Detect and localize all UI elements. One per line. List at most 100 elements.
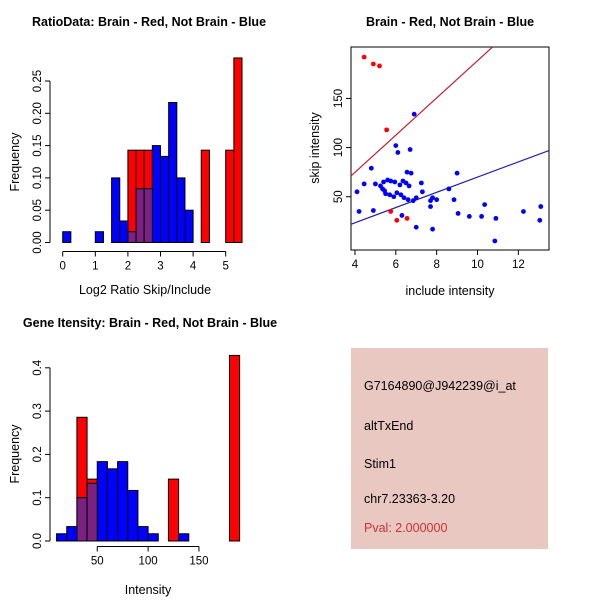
scatter-point-blue bbox=[430, 195, 435, 201]
x-axis-tick-label: 4 bbox=[352, 259, 359, 271]
scatter-point-blue bbox=[399, 213, 405, 218]
y-axis-tick-label: 0.00 bbox=[32, 231, 44, 253]
scatter-point-blue bbox=[428, 204, 433, 209]
plot-frame bbox=[350, 46, 550, 251]
x-axis-tick-label: 2 bbox=[125, 261, 131, 273]
scatter-point-blue bbox=[521, 209, 526, 214]
scatter-point-blue bbox=[391, 194, 397, 200]
hist-bar-red bbox=[228, 354, 241, 542]
hist-bar-blue bbox=[137, 526, 149, 542]
pval-text: Pval: 2.000000 bbox=[364, 521, 448, 535]
scatter-point-blue bbox=[407, 147, 413, 152]
scatter-point-blue bbox=[408, 170, 414, 176]
y-axis-tick-label: 0.05 bbox=[32, 199, 44, 221]
scatter-point-blue bbox=[455, 211, 461, 216]
scatter-point-blue bbox=[394, 190, 400, 196]
hist-bar-blue bbox=[160, 155, 170, 243]
x-axis-tick-label: 6 bbox=[393, 259, 399, 271]
y-axis-tick-label: 0.4 bbox=[32, 359, 44, 376]
y-axis-tick-label: 0.3 bbox=[32, 403, 44, 419]
x-axis-tick-label: 4 bbox=[190, 261, 197, 273]
genomic-location-text: chr7.23363-3.20 bbox=[364, 492, 456, 506]
scatter-point-red bbox=[370, 61, 376, 67]
gene-hist-ylabel: Frequency bbox=[8, 424, 22, 484]
scatter-point-blue bbox=[466, 214, 472, 219]
scatter-point-blue bbox=[383, 191, 389, 197]
hist-bar-blue bbox=[176, 177, 186, 243]
hist-bar-blue bbox=[151, 145, 162, 244]
scatter-xlabel: include intensity bbox=[405, 284, 495, 298]
scatter-point-blue bbox=[356, 209, 362, 214]
hist-bar-red bbox=[200, 149, 210, 243]
hist-bar-overlap bbox=[76, 497, 88, 542]
scatter-point-blue bbox=[388, 178, 394, 184]
y-axis-tick-label: 0.20 bbox=[32, 102, 44, 124]
scatter-point-blue bbox=[446, 186, 452, 192]
scatter-point-blue bbox=[401, 195, 407, 201]
scatter-point-red bbox=[404, 215, 410, 221]
x-axis-tick-label: 3 bbox=[157, 261, 163, 273]
scatter-point-red bbox=[377, 63, 382, 69]
hist-bar-blue bbox=[119, 220, 129, 244]
regression-line-brain-fit bbox=[350, 46, 493, 177]
probe-id-text: G7164890@J942239@i_at bbox=[364, 379, 516, 393]
scatter-point-blue bbox=[403, 180, 409, 186]
y-axis-tick-label: 0.25 bbox=[32, 70, 44, 92]
hist-bar-blue bbox=[111, 177, 121, 243]
hist-bar-red bbox=[167, 478, 180, 542]
scatter-point-blue bbox=[413, 195, 419, 201]
scatter-point-blue bbox=[419, 189, 425, 195]
x-axis-tick-label: 1 bbox=[92, 261, 98, 273]
x-axis-tick-label: 0 bbox=[59, 261, 65, 273]
y-axis-tick-label: 0.2 bbox=[32, 446, 44, 462]
scatter-point-blue bbox=[398, 192, 404, 198]
ratio-hist-xlabel: Log2 Ratio Skip/Include bbox=[78, 283, 212, 297]
scatter-point-blue bbox=[538, 204, 544, 209]
scatter-point-red bbox=[361, 54, 367, 60]
panel-info-box: G7164890@J942239@i_at altTxEnd Stim1 chr… bbox=[351, 348, 548, 549]
scatter-point-blue bbox=[479, 214, 484, 219]
hist-bar-blue bbox=[62, 231, 72, 244]
scatter-point-blue bbox=[418, 180, 424, 186]
hist-bar-blue bbox=[184, 209, 194, 243]
scatter-point-blue bbox=[430, 226, 435, 232]
x-axis-tick-label: 150 bbox=[189, 556, 208, 568]
scatter-point-blue bbox=[493, 215, 499, 221]
ratio-hist-title: RatioData: Brain - Red, Not Brain - Blue bbox=[31, 15, 267, 29]
y-axis-tick-label: 100 bbox=[333, 138, 345, 157]
scatter-ylabel: skip intensity bbox=[308, 112, 322, 184]
scatter-point-blue bbox=[370, 208, 376, 213]
hist-bar-blue bbox=[106, 468, 119, 542]
scatter-point-red bbox=[394, 217, 400, 223]
x-axis-tick-label: 8 bbox=[433, 259, 439, 271]
x-axis-tick-label: 100 bbox=[139, 556, 158, 568]
y-axis-tick-label: 0.1 bbox=[32, 490, 44, 506]
y-axis-tick-label: 150 bbox=[333, 89, 345, 108]
hist-bar-overlap bbox=[86, 482, 98, 542]
hist-bar-red bbox=[127, 149, 137, 243]
scatter-point-blue bbox=[392, 179, 398, 185]
scatter-point-blue bbox=[395, 150, 401, 155]
ratio-hist-ylabel: Frequency bbox=[8, 132, 22, 192]
scatter-point-blue bbox=[454, 170, 460, 176]
scatter-point-blue bbox=[411, 111, 417, 117]
x-axis-tick-label: 12 bbox=[512, 259, 525, 271]
y-axis-tick-label: 0.10 bbox=[32, 167, 44, 189]
x-axis-tick-label: 5 bbox=[222, 261, 228, 273]
scatter-point-blue bbox=[537, 217, 543, 223]
hist-bar-blue bbox=[168, 102, 178, 244]
y-axis-tick-label: 50 bbox=[333, 190, 345, 203]
gene-hist-xlabel: Intensity bbox=[124, 583, 172, 597]
hist-bar-blue bbox=[178, 533, 190, 542]
scatter-point-blue bbox=[373, 181, 378, 187]
hist-bar-blue bbox=[147, 533, 159, 542]
scatter-point-blue bbox=[387, 192, 393, 198]
scatter-point-blue bbox=[406, 183, 412, 189]
hist-bar-overlap bbox=[143, 188, 153, 243]
scatter-point-blue bbox=[368, 165, 374, 171]
scatter-point-blue bbox=[404, 169, 410, 175]
scatter-point-blue bbox=[413, 224, 419, 230]
scatter-title: Brain - Red, Not Brain - Blue bbox=[365, 15, 535, 29]
scatter-point-red bbox=[384, 127, 390, 133]
